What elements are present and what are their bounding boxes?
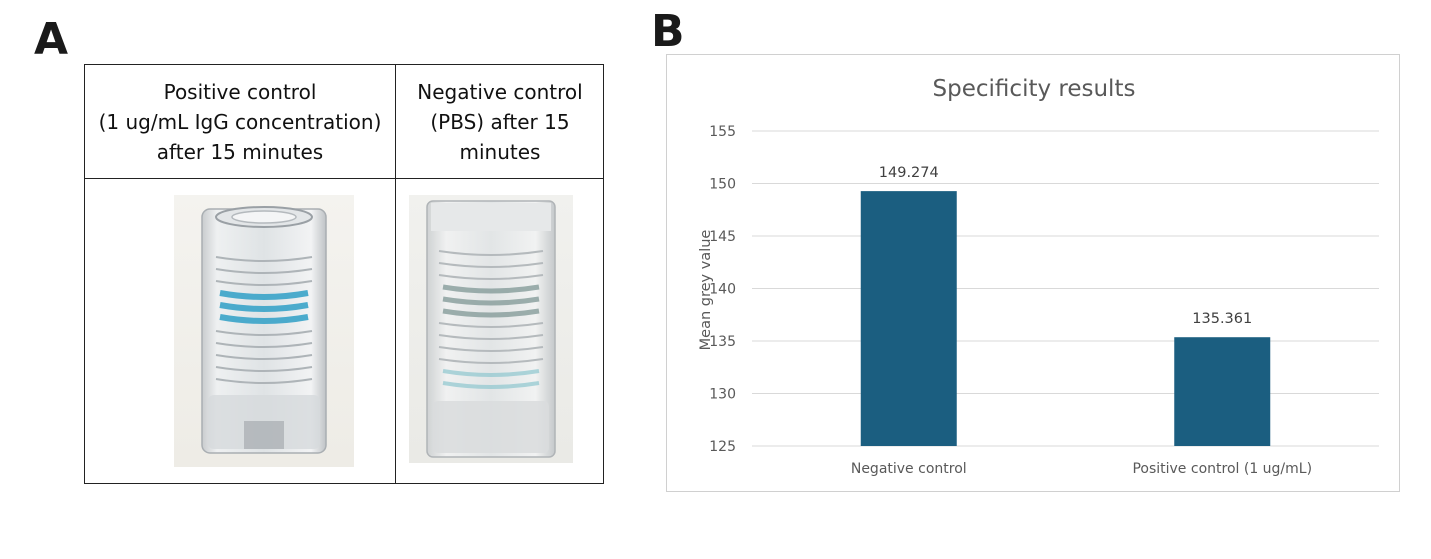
panel-label-b: B <box>651 6 685 57</box>
table-column-divider <box>395 65 396 483</box>
positive-control-vial-photo <box>174 195 354 467</box>
y-tick-label: 130 <box>709 387 736 403</box>
y-axis-ticks: 125 130 135 140 145 150 155 <box>709 124 736 455</box>
data-label: 149.274 <box>879 165 939 181</box>
y-tick-label: 125 <box>709 439 736 455</box>
x-category-label: Negative control <box>851 461 967 477</box>
bars <box>860 191 1271 446</box>
y-tick-label: 140 <box>709 282 736 298</box>
gridlines <box>752 130 1379 447</box>
y-tick-label: 150 <box>709 177 736 193</box>
data-label: 135.361 <box>1192 311 1252 327</box>
panel-label-a: A <box>34 14 69 65</box>
chart-title: Specificity results <box>933 76 1136 102</box>
negative-control-header: Negative control (PBS) after 15 minutes <box>417 79 583 164</box>
comparison-table: Positive control (1 ug/mL IgG concentrat… <box>84 64 604 484</box>
positive-control-header: Positive control (1 ug/mL IgG concentrat… <box>98 79 382 164</box>
y-axis-title: Mean grey value <box>698 230 714 351</box>
bar <box>860 191 957 446</box>
data-labels: 149.274 135.361 <box>879 165 1252 327</box>
negative-control-vial-photo <box>409 195 573 463</box>
bar <box>1174 337 1271 446</box>
y-tick-label: 155 <box>709 124 736 140</box>
y-tick-label: 145 <box>709 229 736 245</box>
chart-canvas: Specificity results Mean grey value 1251… <box>698 76 1379 477</box>
specificity-chart: Specificity results Mean grey value 125 1… <box>666 54 1400 492</box>
y-tick-label: 135 <box>709 334 736 350</box>
x-axis-categories: Negative control Positive control (1 ug/m… <box>851 461 1312 477</box>
x-category-label: Positive control (1 ug/mL) <box>1132 461 1312 477</box>
table-row-divider <box>85 178 603 179</box>
